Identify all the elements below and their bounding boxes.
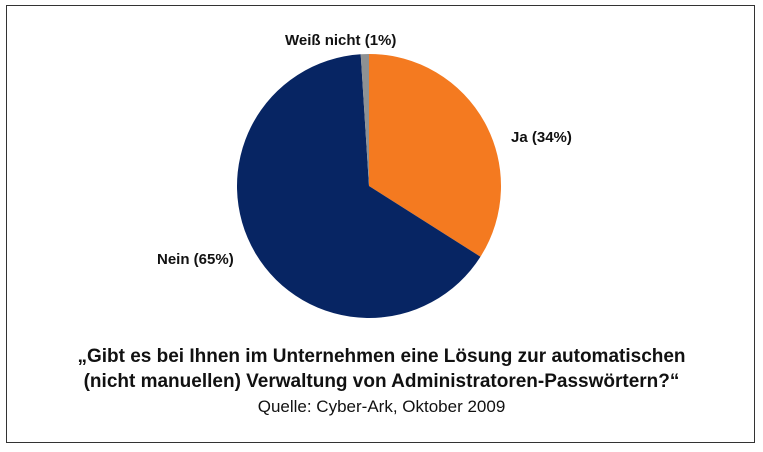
pie-slice-weiss-nicht xyxy=(360,54,369,186)
pie-labels: Ja (34%) Nein (65%) Weiß nicht (1%) xyxy=(157,32,572,268)
pie-slice-ja xyxy=(369,54,501,257)
chart-caption-line-1: „Gibt es bei Ihnen im Unternehmen eine L… xyxy=(77,346,686,367)
chart-source: Quelle: Cyber-Ark, Oktober 2009 xyxy=(257,397,506,416)
slice-label-weiss-nicht: Weiß nicht (1%) xyxy=(285,32,396,49)
slice-label-ja: Ja (34%) xyxy=(511,129,572,146)
slice-label-nein: Nein (65%) xyxy=(157,251,234,268)
pie-slice-nein xyxy=(236,54,481,318)
pie-slices xyxy=(236,54,501,318)
chart-caption-line-2: (nicht manuellen) Verwaltung von Adminis… xyxy=(83,371,680,392)
